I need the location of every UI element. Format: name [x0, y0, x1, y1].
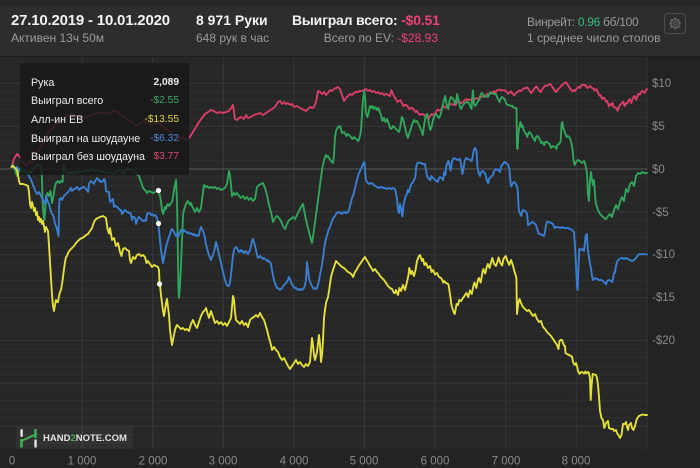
- svg-text:$0: $0: [652, 164, 665, 176]
- svg-text:7 000: 7 000: [492, 456, 521, 468]
- svg-text:$5: $5: [652, 121, 665, 133]
- svg-text:-$5: -$5: [652, 207, 669, 219]
- svg-text:1 000: 1 000: [68, 456, 97, 468]
- svg-text:-$10: -$10: [652, 249, 675, 261]
- svg-text:4 000: 4 000: [280, 456, 309, 468]
- svg-text:5 000: 5 000: [350, 456, 379, 468]
- svg-text:8 000: 8 000: [562, 456, 591, 468]
- svg-text:3 000: 3 000: [209, 456, 238, 468]
- svg-text:6 000: 6 000: [421, 456, 450, 468]
- svg-text:2 000: 2 000: [139, 456, 168, 468]
- svg-text:-$15: -$15: [652, 292, 675, 304]
- svg-text:-$20: -$20: [652, 335, 675, 347]
- svg-text:0: 0: [9, 456, 15, 468]
- svg-text:$10: $10: [652, 78, 671, 90]
